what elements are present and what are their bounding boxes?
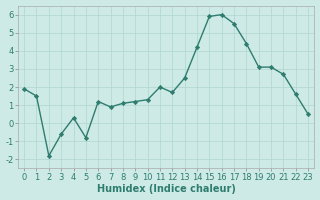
X-axis label: Humidex (Indice chaleur): Humidex (Indice chaleur) <box>97 184 236 194</box>
